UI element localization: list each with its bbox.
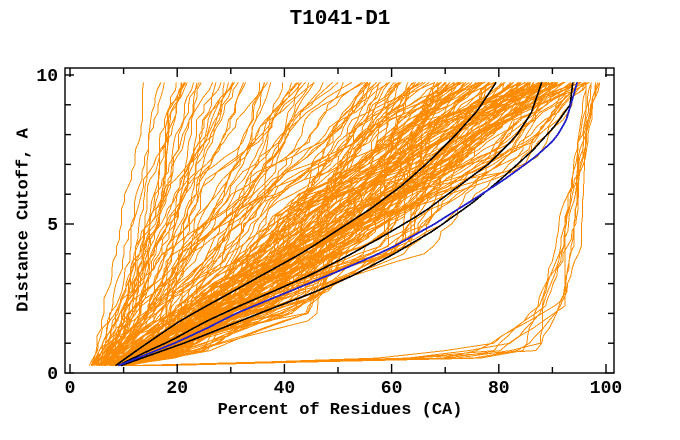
server-model-curves [110,82,266,366]
server-model-curves [92,82,371,367]
server-model-curves [98,82,182,366]
y-tick-label: 5 [47,216,58,236]
server-model-curves [120,82,390,367]
server-model-curves [123,81,579,367]
server-model-curves [90,82,235,366]
server-model-curves [121,82,396,367]
server-model-curves [120,82,451,366]
x-tick-label: 60 [381,379,403,399]
y-tick-label: 10 [36,67,58,87]
server-model-curves [113,82,460,367]
server-model-curves [118,81,586,367]
server-model-curves [88,82,165,366]
server-model-curves [120,81,541,367]
server-model-curves [90,82,239,366]
server-model-curves [103,82,306,366]
server-model-curves [126,82,531,367]
highlighted-model-1 [115,81,497,367]
server-model-curves [91,81,363,366]
highlighted-model-2 [117,82,543,367]
x-axis-label: Percent of Residues (CA) [217,401,463,420]
server-model-curves [118,82,559,367]
server-model-curves [124,81,460,367]
server-model-curves [105,82,378,366]
server-model-curves [121,82,519,367]
plot-border [64,67,615,374]
server-model-curves [124,81,458,367]
server-model-curves [111,82,265,366]
x-tick-label: 20 [166,379,188,399]
server-model-curves [98,82,214,366]
x-tick-label: 80 [488,379,510,399]
server-model-curves [129,82,592,367]
server-model-curves [141,82,597,367]
server-model-curves [121,82,489,367]
server-model-curves [110,82,162,366]
x-tick-label: 100 [590,379,622,399]
server-model-curves [122,81,522,367]
server-model-curves [115,81,496,367]
server-model-curves [121,82,388,367]
server-model-curves [118,82,540,367]
server-model-curves [109,82,380,366]
x-tick-label: 40 [274,379,296,399]
server-model-curves [109,82,188,366]
server-model-curves [106,82,367,367]
server-model-curves [130,82,592,367]
server-model-curves [117,82,530,366]
server-model-curves [115,82,473,366]
server-model-curves [90,82,144,366]
highlighted-model-3 [120,82,574,367]
server-model-curves [125,82,588,367]
server-model-curves [141,82,596,367]
server-model-curves [105,82,195,366]
y-tick-label: 0 [47,365,58,385]
x-tick-label: 0 [65,379,76,399]
server-model-curves [117,82,503,367]
selected-model-blue [117,82,578,367]
server-model-curves [111,82,315,366]
server-model-curves [100,82,200,366]
server-model-curves [163,82,587,367]
server-model-curves [97,82,247,366]
server-model-curves [94,82,381,366]
server-model-curves [159,82,601,367]
server-model-curves [109,82,234,366]
server-model-curves [90,82,333,366]
plot-title: T1041-D1 [289,8,391,31]
